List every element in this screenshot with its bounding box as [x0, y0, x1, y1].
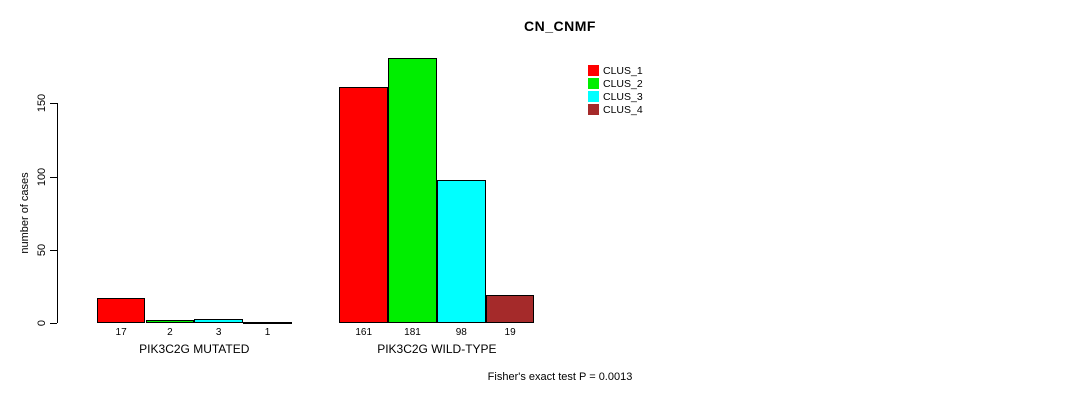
y-axis-tick	[50, 176, 57, 178]
bar-clus_3-group1	[194, 318, 244, 323]
bar-value-label: 17	[115, 327, 127, 338]
y-axis-line	[57, 103, 58, 323]
y-axis-label: number of cases	[19, 172, 31, 254]
legend-swatch-icon	[588, 78, 599, 89]
bar-clus_4-group2	[485, 295, 535, 323]
legend-label: CLUS_4	[603, 103, 643, 116]
legend-item-clus_1: CLUS_1	[588, 64, 643, 77]
legend-item-clus_4: CLUS_4	[588, 103, 643, 116]
legend-item-clus_3: CLUS_3	[588, 90, 643, 103]
bar-value-label: 161	[355, 327, 373, 338]
statistical-test-note: Fisher's exact test P = 0.0013	[487, 371, 633, 383]
y-axis-tick-label: 100	[36, 167, 48, 186]
bar-value-label: 1	[264, 327, 271, 338]
bar-value-label: 181	[404, 327, 421, 338]
y-axis-tick-label: 50	[36, 243, 48, 256]
bar-clus_2-group1	[145, 320, 195, 323]
bar-value-label: 2	[167, 327, 173, 338]
legend-swatch-icon	[588, 91, 599, 102]
bar-value-label: 3	[215, 327, 222, 338]
legend-swatch-icon	[588, 104, 599, 115]
bar-clus_3-group2	[436, 179, 486, 323]
bar-clus_1-group2	[339, 87, 389, 323]
legend-label: CLUS_1	[603, 64, 643, 77]
bar-clus_2-group2	[388, 58, 437, 323]
legend-swatch-icon	[588, 65, 599, 76]
legend-item-clus_2: CLUS_2	[588, 77, 643, 90]
legend-label: CLUS_3	[603, 90, 643, 103]
y-axis-tick-label: 0	[36, 319, 48, 327]
y-axis-tick	[50, 103, 57, 105]
x-axis-group-label: PIK3C2G MUTATED	[139, 342, 250, 356]
legend: CLUS_1 CLUS_2 CLUS_3 CLUS_4	[588, 64, 643, 116]
y-axis-tick	[50, 323, 57, 324]
legend-label: CLUS_2	[603, 77, 643, 90]
bar-clus_4-group1	[243, 321, 292, 324]
bar-value-label: 19	[504, 327, 516, 338]
y-axis-tick-label: 150	[36, 94, 48, 113]
x-axis-group-label: PIK3C2G WILD-TYPE	[377, 342, 497, 356]
chart-title: CN_CNMF	[524, 18, 596, 34]
bar-value-label: 98	[455, 327, 467, 338]
y-axis-tick	[50, 249, 57, 251]
bar-clus_1-group1	[96, 298, 146, 323]
